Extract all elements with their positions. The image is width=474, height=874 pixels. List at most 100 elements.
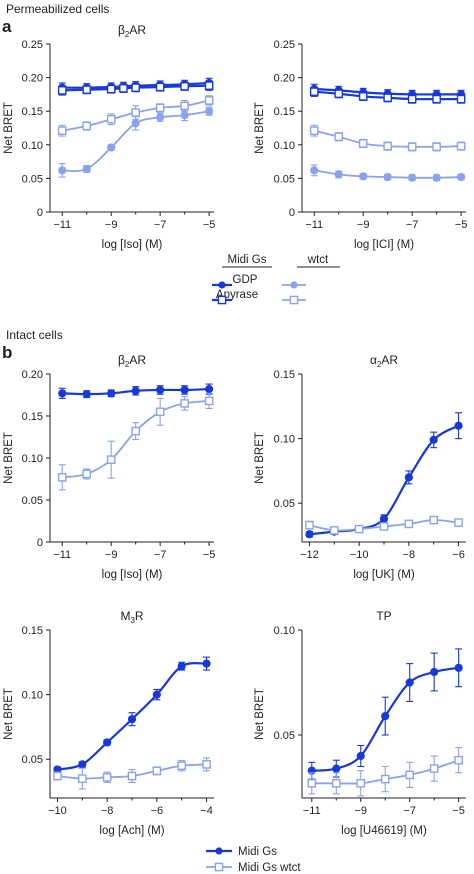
section-a-title: Permeabilized cells — [6, 2, 110, 16]
x-tick-label: −7 — [154, 219, 167, 231]
data-point — [152, 766, 162, 776]
legend-a-col1: Midi Gs — [228, 254, 267, 266]
legend-a: Midi Gs wtct GDP Apyrase — [212, 254, 340, 305]
data-point — [177, 761, 186, 770]
x-tick-label: −5 — [452, 805, 465, 817]
data-point — [429, 764, 439, 773]
data-point — [429, 515, 438, 525]
series-1 — [305, 515, 463, 535]
x-tick-label: −5 — [455, 219, 468, 231]
data-point — [131, 119, 140, 128]
data-point — [106, 455, 116, 464]
x-tick-label: −8 — [101, 805, 114, 817]
legend-b-label: Midi Gs — [238, 846, 277, 858]
data-point — [156, 385, 165, 395]
chart-title: α2AR — [370, 353, 398, 369]
series-0 — [58, 383, 214, 399]
x-tick-label: −9 — [357, 219, 370, 231]
data-point — [379, 514, 389, 523]
data-point — [383, 172, 392, 182]
data-point — [457, 172, 466, 182]
data-point — [354, 524, 364, 534]
legend-b-swatch-marker — [215, 847, 223, 855]
data-point — [454, 755, 463, 765]
panel-letter-a: a — [2, 17, 12, 36]
data-point — [205, 385, 214, 394]
series-3 — [309, 124, 466, 152]
x-tick-label: −9 — [354, 805, 367, 817]
data-point — [334, 89, 344, 99]
y-tick-label: 0.15 — [274, 369, 295, 381]
data-point — [356, 751, 365, 761]
data-point — [205, 107, 214, 116]
data-point — [408, 173, 417, 182]
chart-b-tr: 0.05 0.10 0.15 −12 −10 −8 −6 log [UK] (M) Net BR… — [254, 369, 466, 581]
x-axis-label: log [UK] (M) — [353, 569, 415, 581]
chart-b-tl: 0 0.05 0.10 0.15 0.20 −11 −9 −7 −5 log [Iso] (M) N… — [3, 369, 215, 581]
data-point — [379, 522, 389, 531]
chart-title: β2AR — [118, 353, 146, 369]
y-tick-label: 0.15 — [22, 411, 43, 423]
data-point — [180, 385, 189, 395]
data-point — [381, 712, 390, 721]
data-point — [57, 473, 67, 482]
x-axis-label: log [ICI] (M) — [354, 239, 414, 251]
y-axis-label: Net BRET — [3, 688, 15, 740]
series-1 — [309, 86, 466, 104]
x-tick-label: −12 — [300, 549, 319, 561]
legend-a-swatch-marker — [290, 281, 298, 289]
y-tick-label: 0.15 — [22, 625, 43, 637]
y-axis-label: Net BRET — [254, 432, 266, 484]
series-0 — [307, 648, 463, 780]
y-tick-label: 0 — [37, 537, 43, 549]
y-tick-label: 0.25 — [274, 39, 295, 51]
x-tick-label: −7 — [403, 805, 416, 817]
series-1 — [57, 80, 214, 96]
data-point — [307, 779, 317, 788]
data-point — [454, 421, 463, 430]
data-point — [180, 111, 189, 120]
x-tick-label: −7 — [154, 549, 167, 561]
data-point — [204, 81, 214, 90]
data-point — [331, 779, 341, 788]
panel-letter-b: b — [2, 343, 13, 362]
data-point — [103, 738, 112, 747]
y-tick-label: 0 — [37, 207, 43, 219]
y-tick-label: 0.20 — [274, 73, 295, 85]
y-tick-label: 0.10 — [274, 140, 295, 152]
data-point — [383, 141, 392, 151]
section-b-title: Intact cells — [6, 328, 63, 342]
y-tick-label: 0.10 — [274, 434, 295, 446]
series-0 — [305, 412, 463, 539]
data-point — [405, 678, 414, 687]
data-point — [404, 473, 413, 482]
data-point — [82, 390, 91, 399]
legend-a-row-label: GDP — [233, 274, 258, 286]
x-axis-label: log [U46619] (M) — [341, 825, 427, 837]
data-point — [155, 103, 165, 113]
legend-b: Midi Gs Midi Gs wtct — [206, 846, 301, 874]
data-point — [131, 386, 140, 395]
data-point — [82, 164, 91, 174]
legend-a-swatch-marker — [289, 295, 299, 305]
x-tick-label: −11 — [305, 219, 323, 231]
x-tick-label: −11 — [303, 805, 321, 817]
series-0 — [53, 656, 211, 774]
series-3 — [57, 95, 214, 137]
data-point — [310, 166, 319, 175]
legend-a-swatch-marker — [217, 295, 227, 305]
data-point — [407, 94, 417, 104]
series-1 — [307, 747, 463, 797]
y-tick-label: 0.05 — [274, 498, 295, 510]
series-2 — [58, 106, 214, 178]
data-point — [53, 771, 62, 781]
data-point — [106, 114, 116, 124]
data-point — [454, 518, 463, 527]
data-point — [82, 85, 92, 94]
data-point — [309, 87, 319, 97]
chart-title: β2AR — [118, 23, 146, 39]
data-point — [82, 121, 92, 131]
y-tick-label: 0.10 — [274, 625, 295, 637]
chart-title: M3R — [120, 609, 143, 625]
